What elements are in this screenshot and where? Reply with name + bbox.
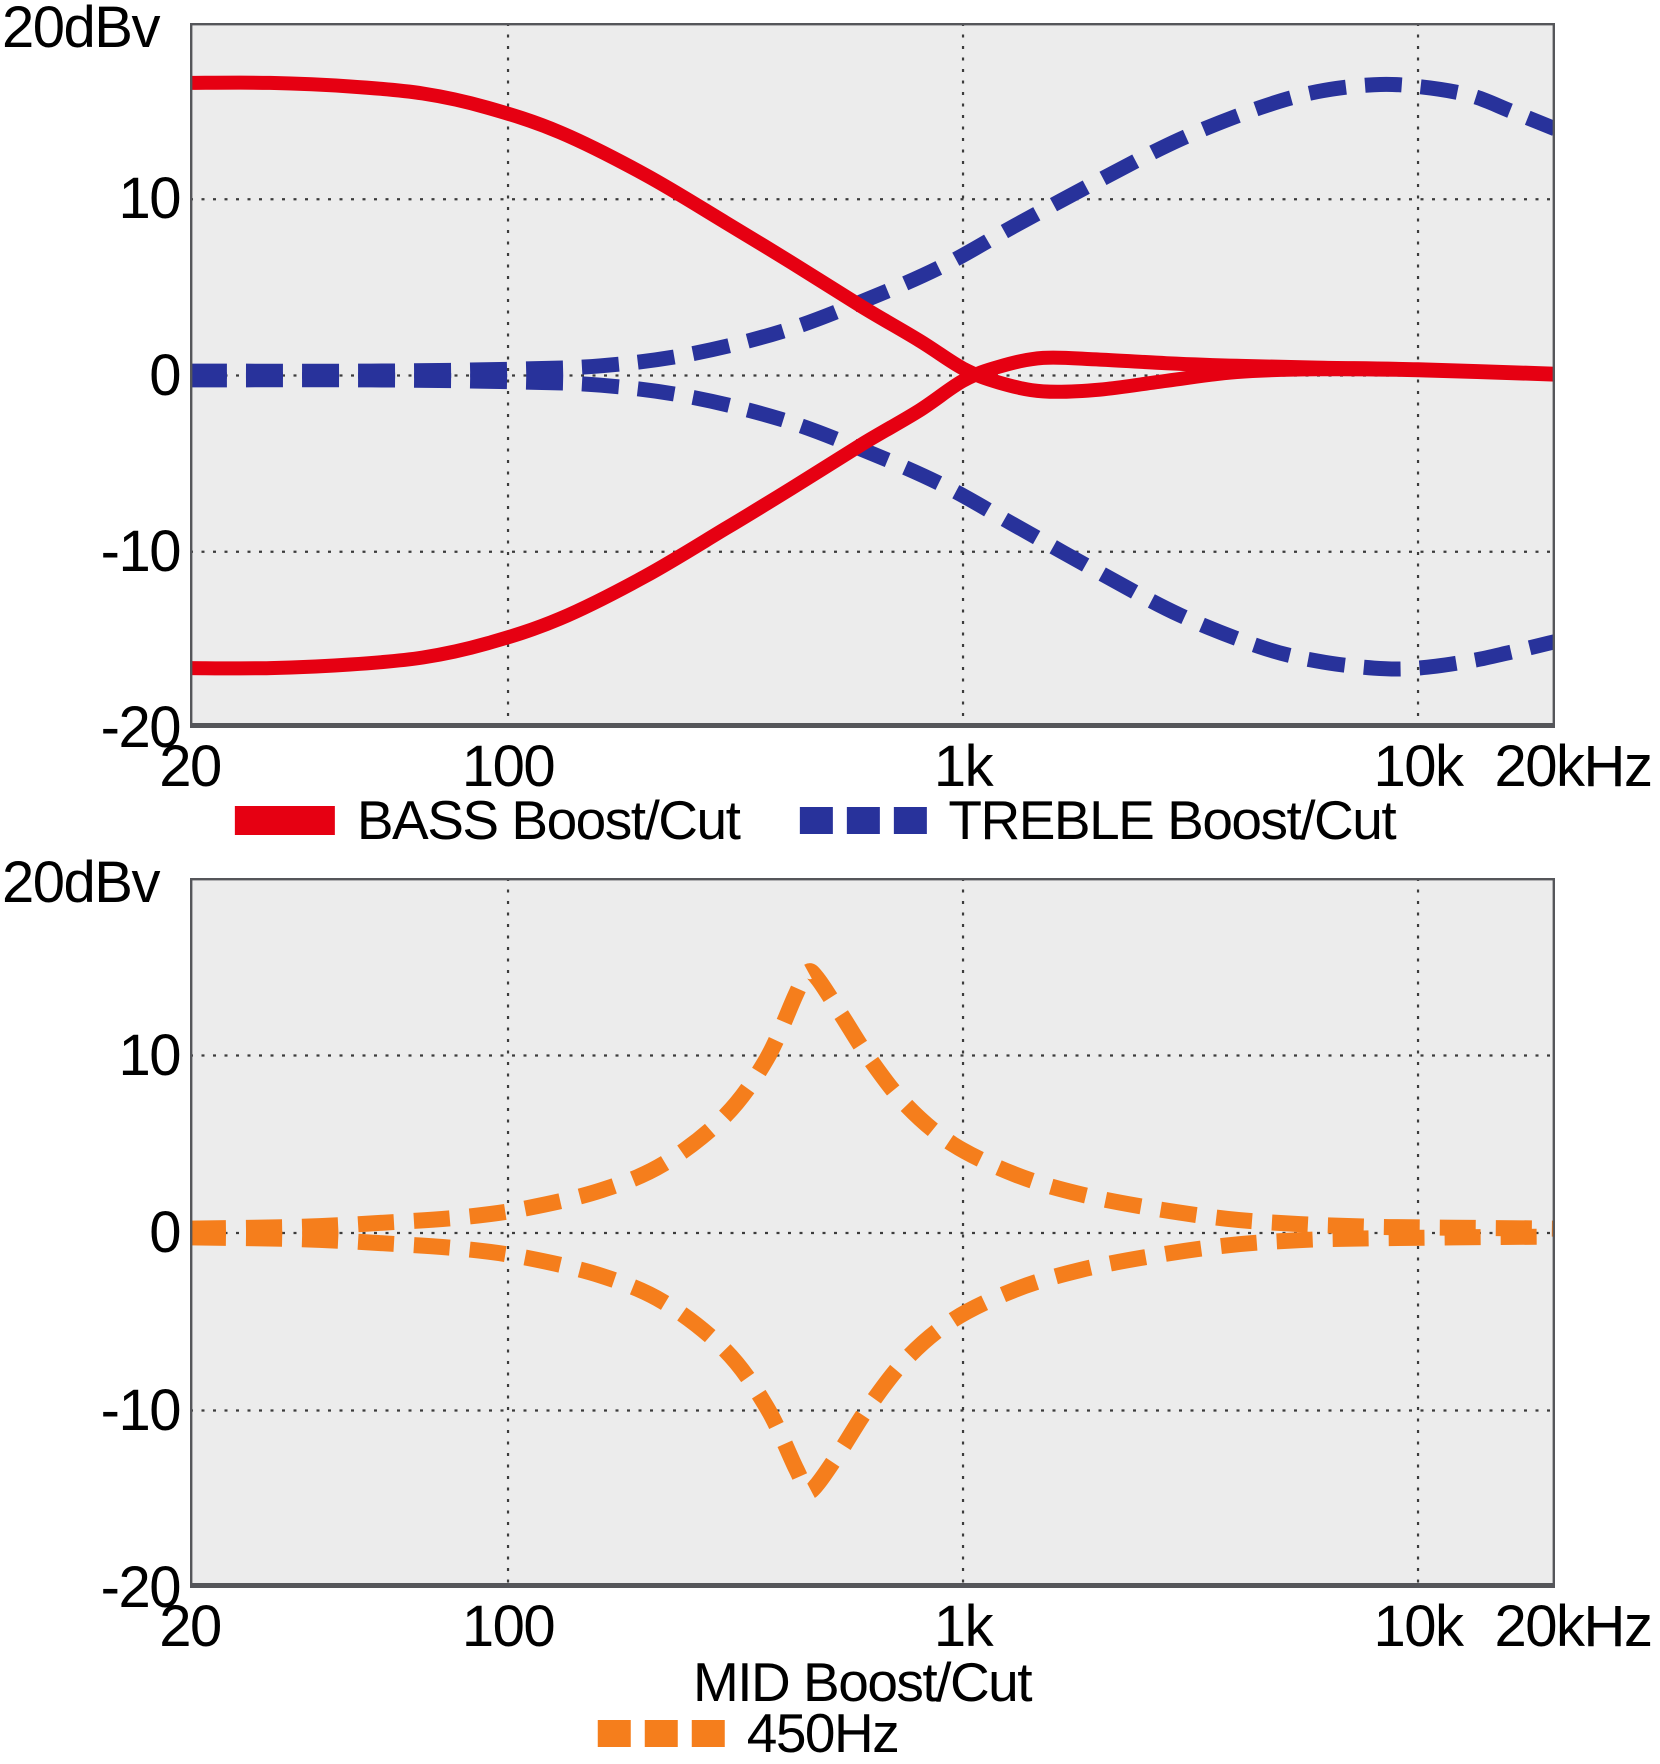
dash-segment — [846, 806, 880, 834]
plot-background — [190, 878, 1555, 1588]
legend-item: 450Hz — [597, 1702, 900, 1764]
mid-legend: 450Hz — [597, 1702, 900, 1764]
curve-mid-cut-450hz — [190, 1228, 1555, 1500]
x-tick-label: 20 — [159, 734, 222, 799]
curves-svg — [190, 23, 1555, 728]
bass-treble-chart-plot-area: 10 0 -10 -20 20 100 1k 10k 20kHz — [101, 23, 1653, 799]
x-tick-label: 10k — [1373, 734, 1465, 799]
dashed-line-swatch-icon — [799, 806, 927, 834]
curve-mid-boost-450hz — [190, 963, 1555, 1237]
x-tick-label: 20 — [159, 1594, 222, 1659]
dash-segment — [597, 1719, 631, 1747]
mid-chart-caption: MID Boost/Cut — [692, 1651, 1033, 1713]
mid-chart-plot-area: 10 0 -10 -20 20 100 1k 10k 20kHz — [101, 878, 1653, 1659]
x-tick-label: 1k — [933, 734, 994, 799]
dash-segment — [893, 806, 927, 834]
y-tick-label: -20 — [100, 695, 182, 760]
x-tick-label: 1k — [933, 1594, 994, 1659]
legend-label: 450Hz — [746, 1702, 900, 1764]
legend-label: BASS Boost/Cut — [356, 789, 741, 851]
dashed-line-swatch-icon — [597, 1719, 725, 1747]
dash-segment — [644, 1719, 678, 1747]
y-tick-label: -20 — [100, 1555, 182, 1620]
curves-svg — [190, 878, 1555, 1588]
dash-segment — [691, 1719, 725, 1747]
bass-treble-legend: BASS Boost/Cut TREBLE Boost/Cut — [234, 789, 1397, 851]
y-tick-label: 10 — [118, 166, 181, 232]
legend-item: TREBLE Boost/Cut — [799, 789, 1397, 851]
y-tick-label: 10 — [118, 1022, 181, 1088]
x-tick-label: 100 — [461, 1594, 556, 1659]
dash-segment — [799, 806, 833, 834]
curve-bass-cut — [190, 350, 1555, 676]
legend-item: BASS Boost/Cut — [234, 789, 741, 851]
y-tick-label: 0 — [149, 1200, 181, 1265]
x-tick-label: 10k — [1373, 1594, 1465, 1659]
curve-treble-boost — [190, 76, 1555, 379]
y-tick-label: 0 — [149, 342, 181, 408]
x-tick-label: 20kHz — [1494, 734, 1653, 799]
solid-line-swatch-icon — [234, 805, 335, 835]
y-tick-label: -10 — [100, 1377, 182, 1443]
legend-label: TREBLE Boost/Cut — [948, 789, 1396, 851]
x-tick-label: 100 — [461, 734, 556, 799]
y-axis-unit-label-top: 20dBv — [2, 0, 160, 60]
curve-treble-cut — [190, 372, 1555, 677]
x-tick-label: 20kHz — [1494, 1594, 1653, 1659]
y-axis-unit-label-bottom: 20dBv — [2, 850, 160, 915]
y-tick-label: -10 — [100, 518, 182, 584]
